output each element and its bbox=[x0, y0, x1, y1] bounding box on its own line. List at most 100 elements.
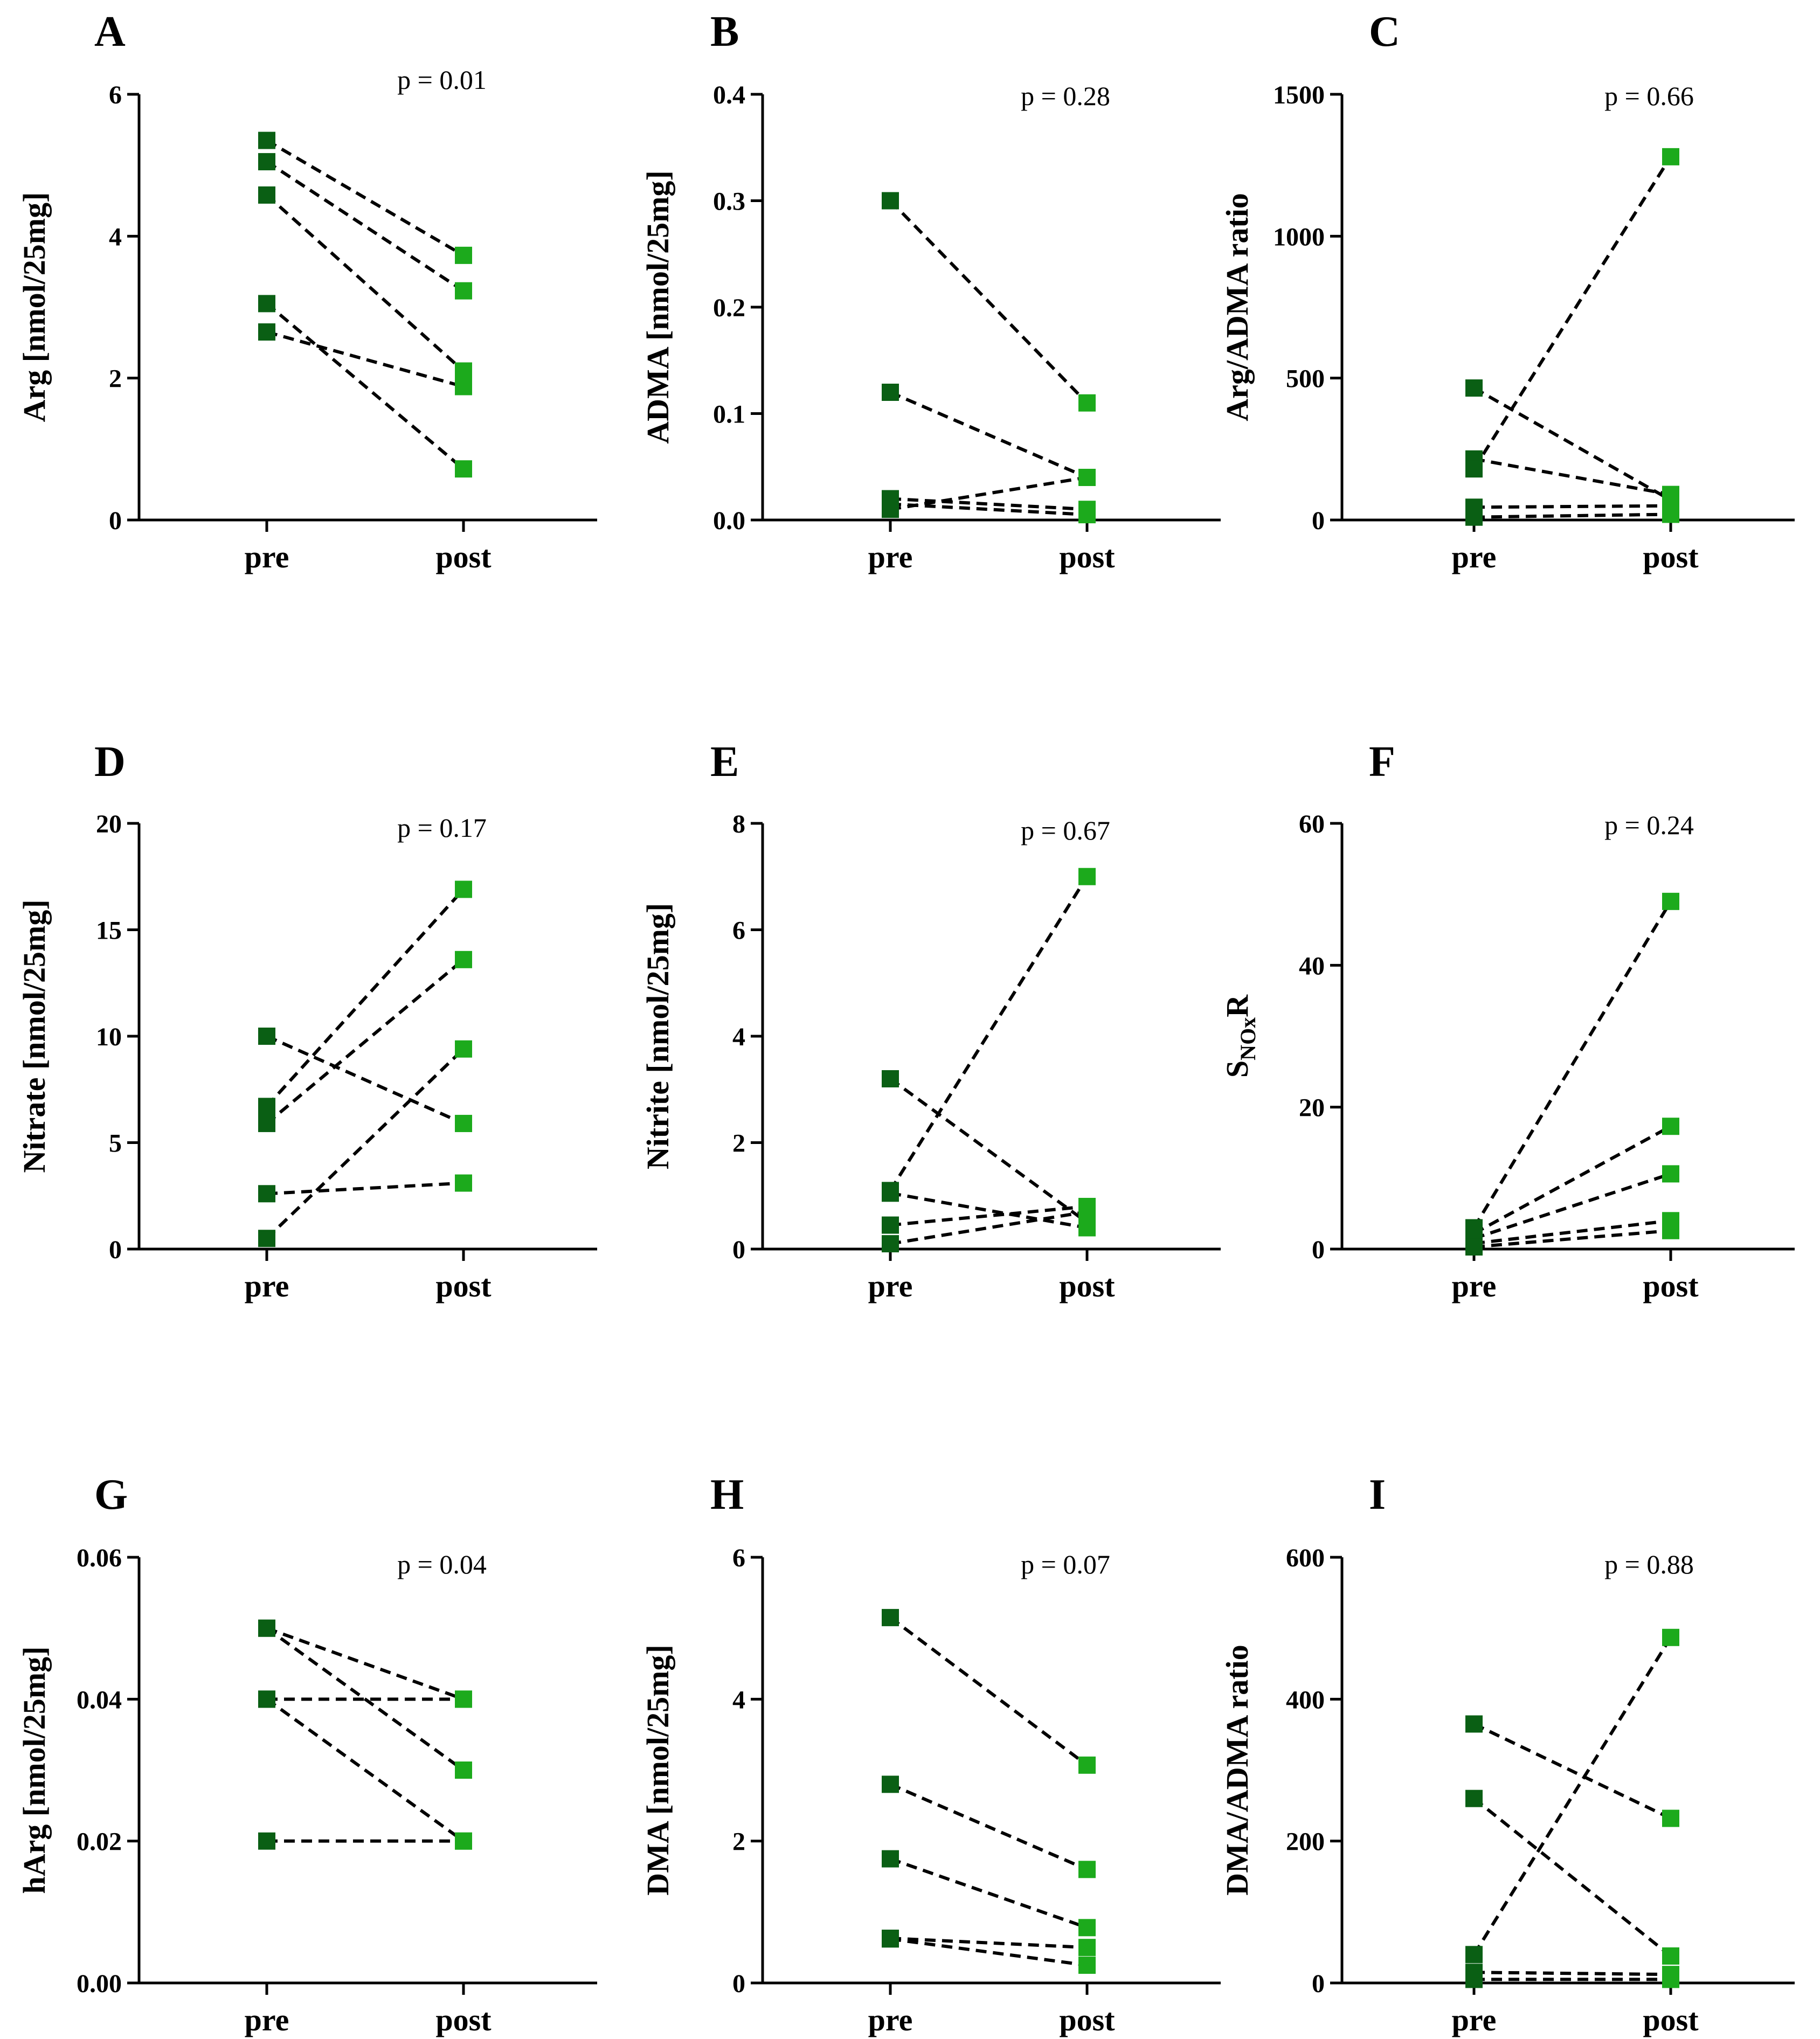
panel-letter: E bbox=[710, 738, 739, 786]
pair-line bbox=[1473, 504, 1671, 509]
y-tick-label: 2 bbox=[732, 1828, 745, 1856]
panel-h: H 0 2 4 6 pre post DMA [nmol/25mg] p = 0.07 bbox=[640, 1471, 1221, 2037]
x-tick-label-post: post bbox=[435, 1268, 492, 1303]
y-tick-label: 20 bbox=[1299, 1094, 1325, 1122]
pre-point bbox=[1465, 1790, 1483, 1807]
x-tick-label-post: post bbox=[1059, 539, 1115, 574]
pair-line bbox=[1473, 1219, 1671, 1245]
pair-line bbox=[1472, 156, 1672, 470]
pair-line bbox=[890, 1205, 1088, 1227]
pre-point bbox=[882, 1930, 899, 1948]
pair-line bbox=[1472, 900, 1672, 1229]
post-point bbox=[1662, 1118, 1679, 1135]
x-tick-label-post: post bbox=[1643, 1268, 1699, 1303]
pre-point bbox=[882, 1850, 899, 1868]
y-tick-label: 0.2 bbox=[713, 294, 745, 322]
pair-line bbox=[1473, 1229, 1671, 1249]
post-point bbox=[455, 282, 472, 300]
pair-line bbox=[890, 1210, 1088, 1246]
y-tick-label: 0 bbox=[1312, 1969, 1325, 1998]
pair-line bbox=[1473, 457, 1671, 496]
y-tick-label: 0.06 bbox=[77, 1544, 122, 1572]
pair-line bbox=[265, 888, 465, 1108]
pre-point bbox=[882, 1608, 899, 1626]
y-tick-label: 0 bbox=[109, 1236, 122, 1264]
pair-line bbox=[1472, 1636, 1672, 1955]
x-tick-label-pre: pre bbox=[868, 2002, 913, 2037]
y-axis-title: Nitrite [nmol/25mg] bbox=[640, 903, 675, 1169]
pair-line bbox=[266, 1697, 465, 1843]
pre-point bbox=[258, 1028, 275, 1045]
pre-point bbox=[882, 192, 899, 210]
y-tick-label: 6 bbox=[109, 81, 122, 109]
x-tick-label-pre: pre bbox=[868, 539, 913, 574]
x-tick-label-post: post bbox=[1059, 2002, 1115, 2037]
panel-b: B 0.0 0.1 0.2 0.3 0.4 pre post ADMA [nmol/25mg] p… bbox=[640, 8, 1221, 574]
panel-letter: F bbox=[1369, 738, 1395, 786]
pair-line bbox=[889, 1616, 1088, 1767]
y-tick-label: 6 bbox=[732, 1544, 745, 1572]
pair-line bbox=[890, 476, 1088, 511]
y-tick-label: 20 bbox=[96, 810, 122, 838]
pair-line bbox=[890, 497, 1088, 511]
pre-point bbox=[258, 186, 275, 204]
y-axis-title: SNOxR bbox=[1220, 994, 1260, 1078]
panel-letter: B bbox=[710, 8, 739, 56]
pre-point bbox=[258, 1098, 275, 1115]
pair-line bbox=[889, 876, 1089, 1191]
pair-line bbox=[1473, 1125, 1672, 1235]
pre-point bbox=[1465, 1715, 1483, 1733]
x-tick-label-pre: pre bbox=[245, 1268, 289, 1303]
pair-line bbox=[1473, 1172, 1671, 1240]
pre-point bbox=[882, 1235, 899, 1253]
post-point bbox=[455, 880, 472, 898]
panel-letter: A bbox=[94, 8, 126, 56]
pair-line bbox=[889, 1783, 1088, 1871]
x-tick-label-pre: pre bbox=[245, 539, 289, 574]
pre-point bbox=[258, 295, 275, 313]
post-point bbox=[455, 1761, 472, 1779]
pre-point bbox=[1465, 1238, 1483, 1256]
pair-line bbox=[266, 1035, 465, 1125]
post-point bbox=[1662, 1628, 1679, 1646]
x-tick-label-post: post bbox=[435, 2002, 492, 2037]
post-point bbox=[1078, 1756, 1096, 1774]
panel-g: G 0.00 0.02 0.04 0.06 pre post hArg [nmol/25mg]… bbox=[17, 1471, 597, 2037]
p-value-label: p = 0.07 bbox=[1021, 1549, 1110, 1579]
x-tick-label-pre: pre bbox=[1452, 539, 1497, 574]
pair-line bbox=[266, 330, 464, 389]
pre-point bbox=[882, 1776, 899, 1793]
p-value-label: p = 0.04 bbox=[397, 1549, 487, 1579]
post-point bbox=[1078, 1957, 1096, 1974]
post-point bbox=[455, 1174, 472, 1192]
y-tick-label: 0 bbox=[732, 1969, 745, 1998]
p-value-label: p = 0.24 bbox=[1604, 810, 1694, 840]
post-point bbox=[1662, 1971, 1679, 1988]
y-tick-label: 15 bbox=[96, 917, 122, 945]
y-axis-title: ADMA [nmol/25mg] bbox=[640, 170, 675, 443]
y-tick-label: 0.00 bbox=[77, 1969, 122, 1998]
panel-letter: C bbox=[1369, 8, 1400, 56]
y-tick-label: 600 bbox=[1286, 1544, 1325, 1572]
pre-point bbox=[1465, 1946, 1483, 1964]
x-tick-label-pre: pre bbox=[1452, 1268, 1497, 1303]
post-point bbox=[1662, 1947, 1679, 1965]
pair-line bbox=[1473, 512, 1671, 519]
post-point bbox=[455, 1040, 472, 1058]
pre-point bbox=[258, 1230, 275, 1247]
y-tick-label: 0.3 bbox=[713, 188, 745, 216]
y-tick-label: 0.02 bbox=[77, 1828, 122, 1856]
y-tick-label: 200 bbox=[1286, 1828, 1325, 1856]
post-point bbox=[455, 378, 472, 396]
pair-line bbox=[890, 1857, 1088, 1930]
panel-letter: D bbox=[94, 738, 126, 786]
x-tick-label-post: post bbox=[1059, 1268, 1115, 1303]
pre-point bbox=[882, 1184, 899, 1202]
y-axis-title: hArg [nmol/25mg] bbox=[17, 1646, 52, 1894]
pair-line bbox=[890, 502, 1088, 517]
y-tick-label: 5 bbox=[109, 1129, 122, 1158]
y-tick-label: 4 bbox=[732, 1686, 745, 1714]
post-point bbox=[1078, 1919, 1096, 1937]
post-point bbox=[1078, 1861, 1096, 1878]
